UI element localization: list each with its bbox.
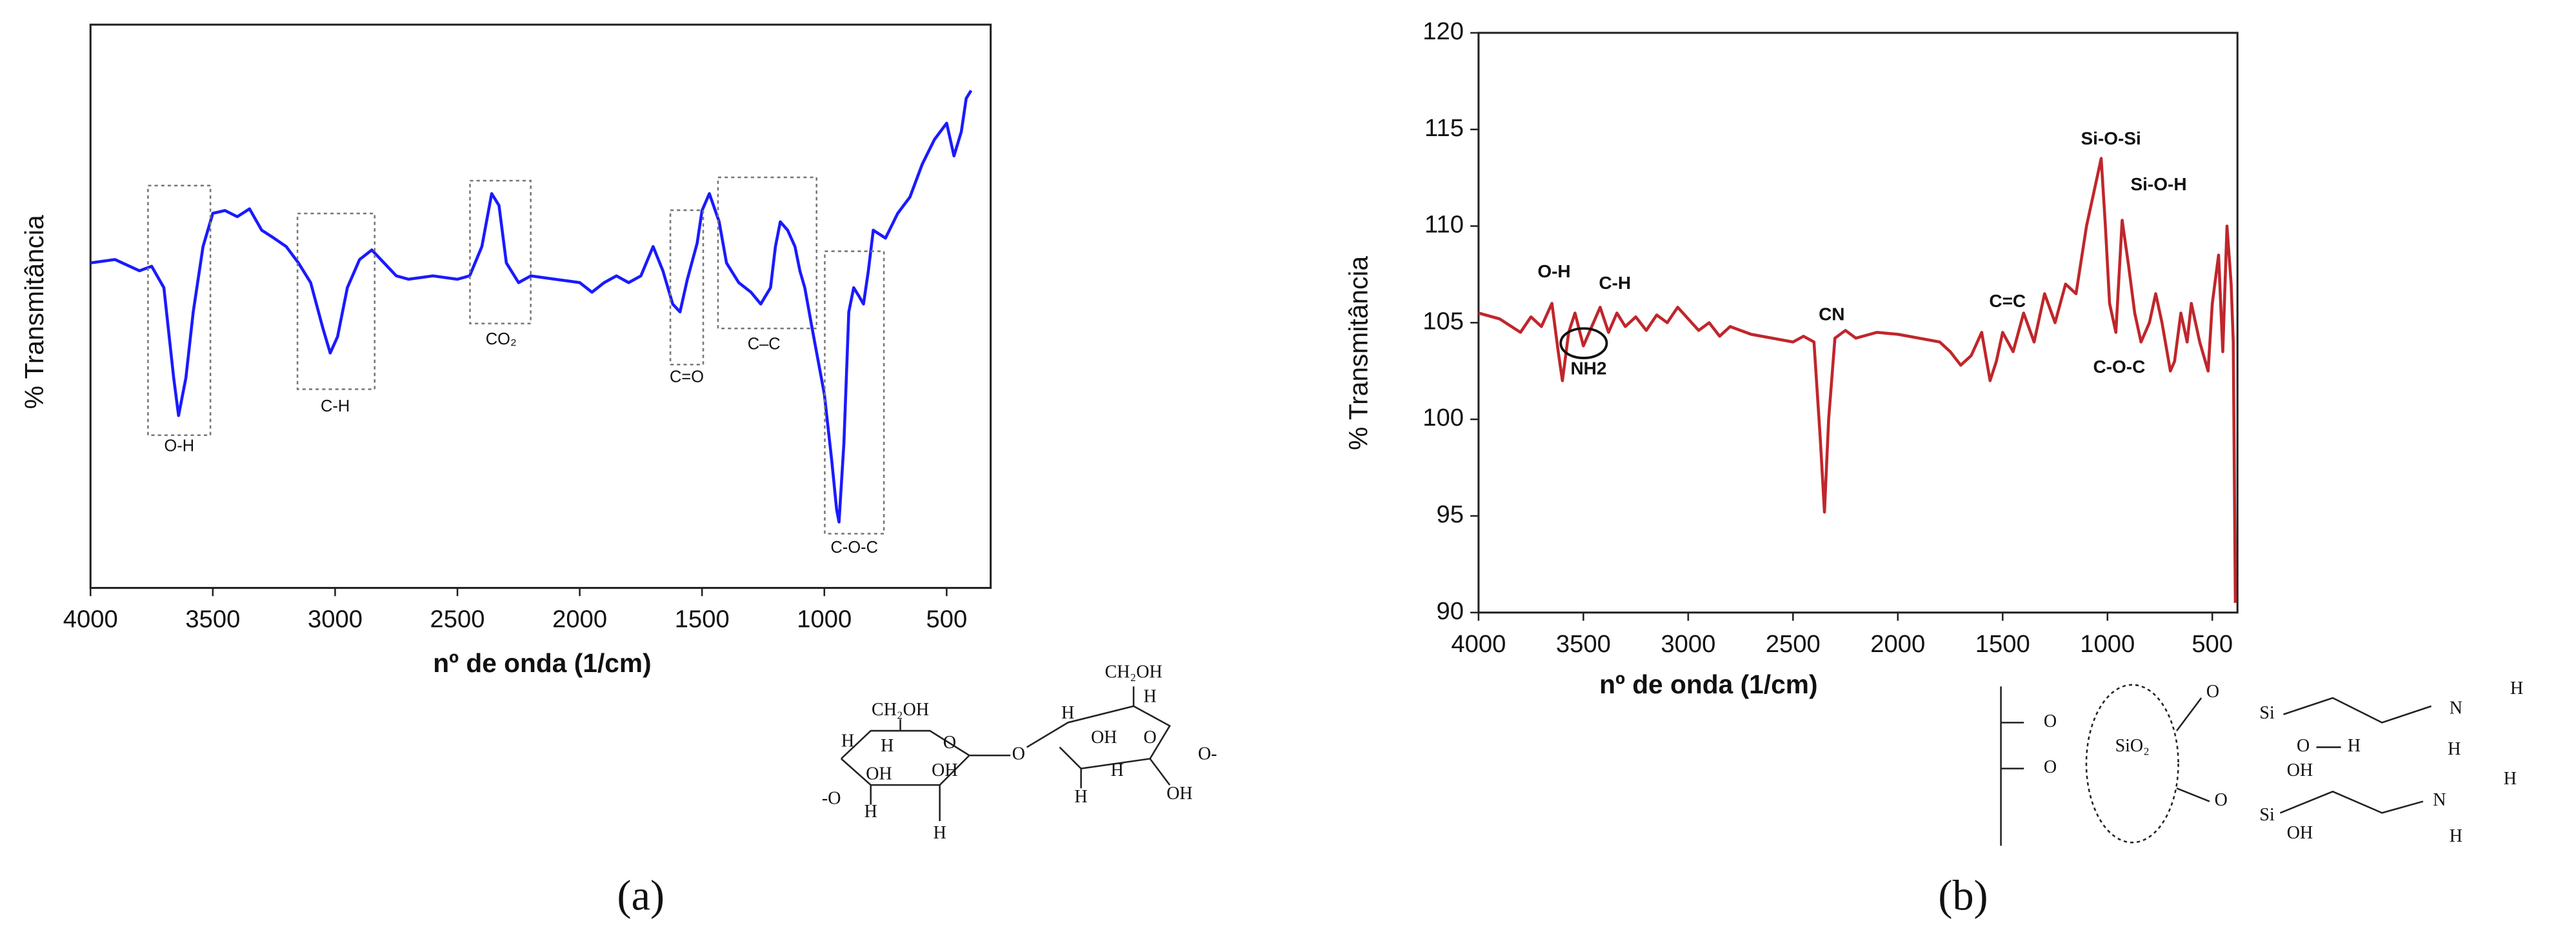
structure-label: O- (1198, 744, 1217, 764)
structure-label: H (1061, 703, 1074, 723)
structure-label: N (2433, 790, 2446, 810)
annotation: NH2 (1570, 358, 1606, 378)
annotation: Si-O-Si (2081, 128, 2141, 148)
annotation: C=C (1989, 291, 2026, 311)
structure-label: H (864, 802, 877, 822)
y-tick-label: 105 (1423, 307, 1464, 335)
structure-label: OH (1091, 728, 1117, 748)
x-tick-label: 3500 (1556, 630, 1611, 658)
x-tick-label: 2500 (430, 606, 485, 633)
annotation: C=O (670, 368, 704, 386)
structure-label: H (1143, 687, 1156, 707)
structure-label: H (2450, 826, 2462, 846)
structure-label: O (2044, 711, 2057, 731)
x-tick-label: 3000 (308, 606, 363, 633)
structure-label: H (841, 731, 854, 751)
annotation: Si-O-H (2130, 174, 2186, 194)
x-tick-label: 1500 (1975, 630, 2030, 658)
structure-label: H (2510, 679, 2523, 698)
annotation-box (147, 184, 212, 437)
spectrum-line (1478, 157, 2237, 603)
x-tick-label: 2000 (552, 606, 607, 633)
x-tick-label: 1000 (2080, 630, 2135, 658)
y-axis-title: % Transmitância (19, 215, 49, 409)
annotation-box (824, 250, 885, 535)
y-tick-label: 95 (1436, 500, 1463, 528)
structure-label: H (2448, 739, 2461, 759)
y-tick-label: 110 (1424, 211, 1464, 239)
annotation: CO₂ (486, 330, 517, 348)
plot-frame (89, 23, 992, 589)
structure-label: Si (2259, 703, 2275, 723)
structure-label: Si (2259, 805, 2275, 825)
annotation: CN (1819, 304, 1844, 324)
annotation-box (296, 212, 376, 390)
x-tick-label: 3000 (1661, 630, 1715, 658)
structure-label: OH (1166, 784, 1192, 804)
annotation: C-H (321, 397, 350, 415)
x-tick-label: 4000 (63, 606, 118, 633)
panel-label: (a) (617, 873, 664, 920)
x-tick-label: 1000 (797, 606, 852, 633)
structure-label: H (934, 823, 946, 843)
annotation: C-H (1599, 273, 1631, 293)
y-tick-label: 90 (1436, 597, 1463, 625)
structure-label: H (2348, 736, 2361, 756)
structure-label: O (2297, 736, 2310, 756)
y-tick-label: 120 (1423, 17, 1464, 45)
x-axis-title: nº de onda (1/cm) (433, 648, 651, 678)
structure-label: -O (822, 788, 841, 808)
structure-label: O (2206, 682, 2219, 702)
structure-label: O (1143, 728, 1156, 748)
annotation: O-H (1537, 261, 1570, 281)
structure-a-skeleton (841, 686, 1171, 822)
annotation: C–C (748, 335, 781, 353)
x-tick-label: 3500 (185, 606, 240, 633)
structure-label: SiO₂ (2115, 736, 2150, 756)
y-axis-title: % Transmitância (1343, 256, 1373, 450)
structure-label: CH₂OH (872, 700, 929, 720)
x-axis-title: nº de onda (1/cm) (1599, 669, 1817, 699)
structure-label: O (1012, 744, 1025, 764)
structure-label: OH (866, 764, 892, 784)
structure-label: O (943, 733, 956, 753)
structure-label: O (2215, 790, 2228, 810)
structure-label: H (1075, 787, 1088, 807)
annotation: O-H (164, 437, 194, 455)
y-tick-label: 100 (1423, 404, 1464, 431)
structure-label: H (881, 736, 894, 756)
annotation-box (669, 209, 704, 366)
annotation-box (469, 179, 532, 324)
spectrum-line (90, 90, 973, 524)
y-tick-label: 115 (1424, 114, 1464, 142)
x-tick-label: 4000 (1451, 630, 1506, 658)
annotation-ellipse (1559, 327, 1608, 359)
x-tick-label: 1500 (675, 606, 730, 633)
structure-label: OH (932, 760, 957, 780)
annotation: C-O-C (831, 539, 879, 557)
structure-label: H (1111, 760, 1124, 780)
annotation-box (717, 176, 817, 330)
structure-label: CH₂OH (1105, 662, 1163, 682)
annotation: C-O-C (2093, 357, 2145, 377)
structure-label: H (2504, 769, 2517, 789)
structure-label: O (2044, 757, 2057, 777)
structure-label: OH (2287, 760, 2313, 780)
structure-label: OH (2287, 823, 2313, 843)
structure-label: N (2450, 698, 2462, 718)
structure-b-skeleton (2000, 684, 2432, 846)
x-tick-label: 2500 (1766, 630, 1821, 658)
x-tick-label: 500 (926, 606, 968, 633)
panel-label: (b) (1938, 873, 1988, 920)
x-tick-label: 2000 (1870, 630, 1925, 658)
x-tick-label: 500 (2192, 630, 2233, 658)
